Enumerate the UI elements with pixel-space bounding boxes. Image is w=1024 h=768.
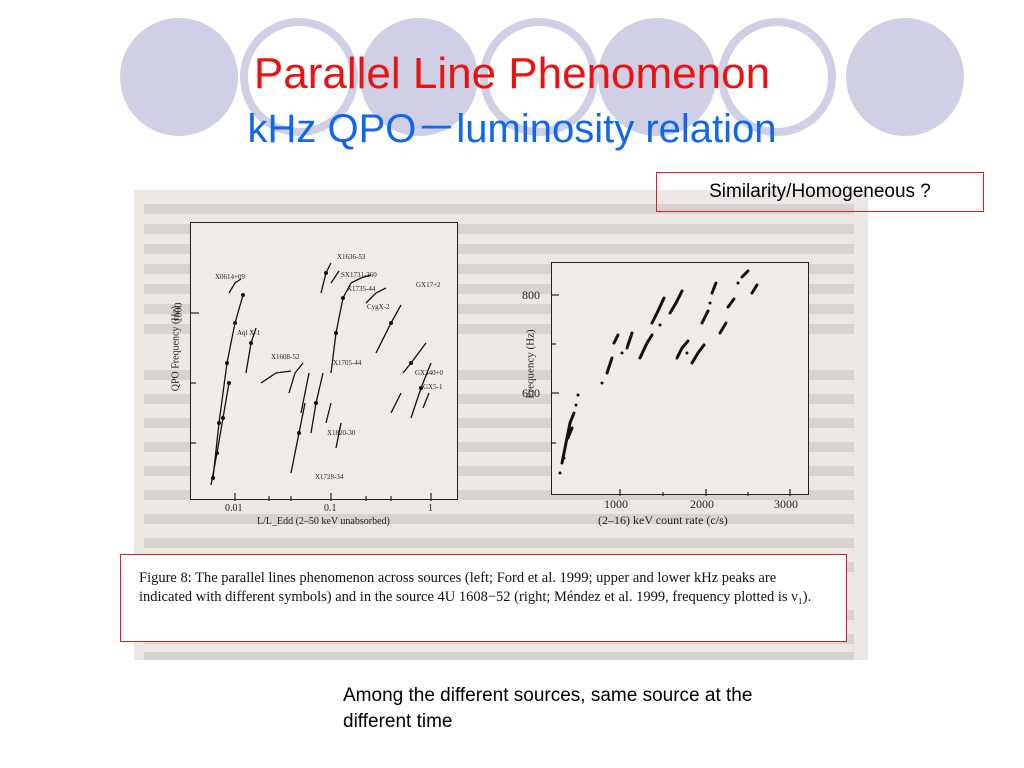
- left-plot: QPO Frequency (Hz) 1000 0.01 0.1 1 L/L_E…: [170, 222, 458, 527]
- label-sx1731: SX1731-260: [341, 271, 377, 279]
- decor-circle-4: [480, 18, 598, 136]
- right-xtick-2000: 2000: [690, 497, 714, 511]
- label-cygx2: CygX-2: [367, 303, 390, 311]
- figure-caption: Figure 8: The parallel lines phenomenon …: [120, 554, 847, 642]
- decor-circle-6: [718, 18, 836, 136]
- decor-circle-2: [240, 18, 358, 136]
- right-ytick-800: 800: [522, 288, 540, 302]
- label-x1608: X1608-52: [271, 353, 300, 361]
- left-xtick-1: 1: [428, 503, 433, 514]
- label-x1636: X1636-53: [337, 253, 366, 261]
- left-plot-graphics: [191, 262, 432, 501]
- right-xtick-3000: 3000: [774, 497, 798, 511]
- label-gx340: GX340+0: [415, 369, 444, 377]
- decor-circle-3: [360, 18, 478, 136]
- slide-subtitle: kHz QPO－luminosity relation: [247, 107, 777, 151]
- label-x1735: X1735-44: [347, 285, 376, 293]
- left-ytick-1000: 1000: [173, 302, 185, 323]
- label-aqlx1: Aql X-1: [237, 329, 261, 337]
- decor-circle-7: [846, 18, 964, 136]
- slide-title: Parallel Line Phenomenon: [253, 49, 771, 98]
- label-gx17: GX17+2: [416, 281, 441, 289]
- right-plot-graphics: [552, 269, 791, 496]
- left-xtick-0.01: 0.01: [225, 503, 243, 514]
- right-ytick-600: 600: [522, 386, 540, 400]
- label-x1820: X1820-30: [327, 429, 356, 437]
- right-xtick-1000: 1000: [604, 497, 628, 511]
- left-xlabel: L/L_Edd (2–50 keV unabsorbed): [257, 516, 390, 527]
- label-x1728: X1728-34: [315, 473, 344, 481]
- label-gx5: GX5-1: [423, 383, 443, 391]
- label-x0614: X0614+09: [215, 273, 246, 281]
- decor-circle-5: [598, 18, 716, 136]
- right-xlabel: (2–16) keV count rate (c/s): [598, 513, 728, 527]
- label-x1705: X1705-44: [333, 359, 362, 367]
- right-plot: Frequency (Hz) 800 600 1000 2000 3000 (2…: [522, 262, 809, 527]
- bottom-note: Among the different sources, same source…: [343, 685, 753, 732]
- left-xtick-0.1: 0.1: [324, 503, 337, 514]
- decor-circle-1: [120, 18, 238, 136]
- similarity-callout: Similarity/Homogeneous ?: [656, 172, 984, 212]
